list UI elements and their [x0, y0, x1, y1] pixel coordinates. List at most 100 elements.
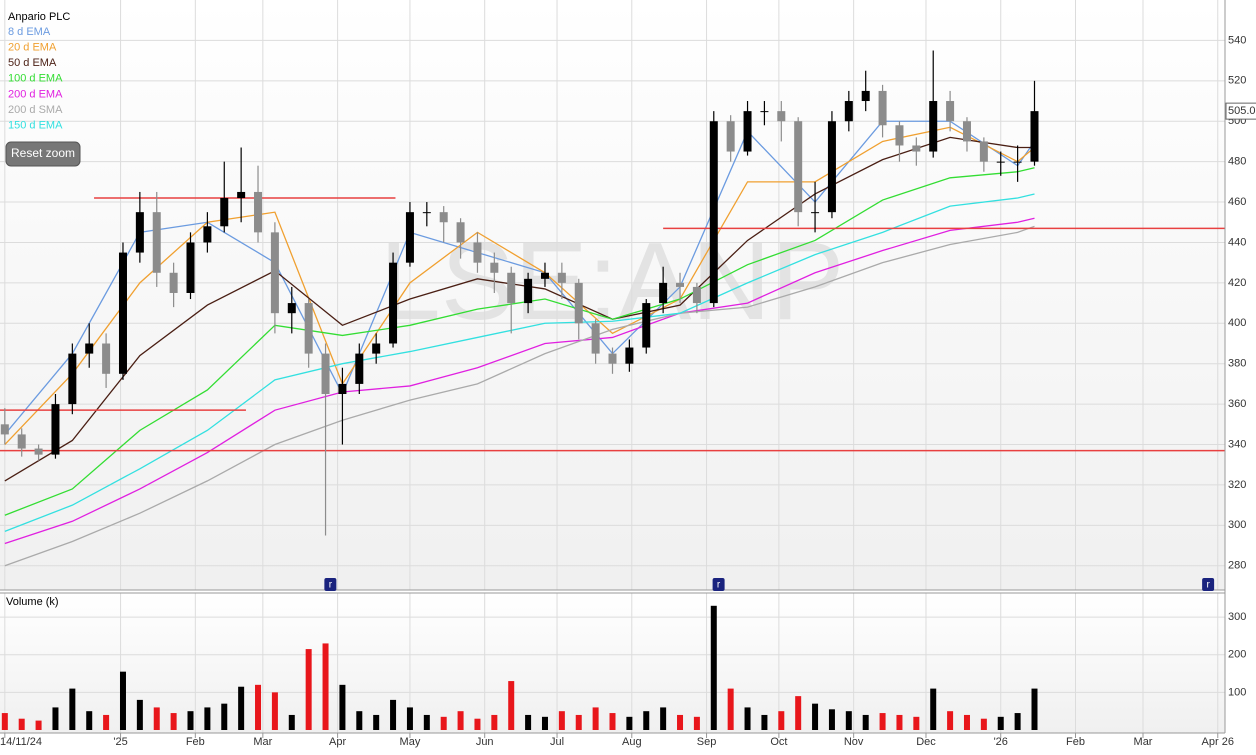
- candle-body: [946, 101, 955, 122]
- y-tick-label: 340: [1228, 438, 1246, 450]
- volume-bar: [508, 681, 515, 730]
- indicator-line: [4, 217, 1035, 545]
- x-tick-label: Oct: [770, 736, 787, 748]
- event-marker: [1202, 578, 1215, 591]
- candle-body: [338, 383, 347, 395]
- y-tick-label: 360: [1228, 398, 1246, 410]
- candle-body: [389, 262, 398, 344]
- volume-bar: [18, 718, 25, 730]
- candle-body: [574, 282, 583, 324]
- candle-body: [304, 303, 313, 354]
- chart-title: Anpario PLC: [8, 11, 70, 23]
- x-tick-label: Apr: [329, 736, 346, 748]
- y-tick-label: 460: [1228, 196, 1246, 208]
- volume-bar: [491, 714, 498, 730]
- candle-body: [355, 353, 364, 384]
- candle-body: [709, 121, 718, 304]
- legend-entry: 20 d EMA: [8, 42, 57, 54]
- volume-bar: [204, 707, 211, 730]
- event-marker: [324, 578, 337, 591]
- event-marker-label: r: [717, 580, 721, 591]
- candle-body: [507, 272, 516, 304]
- volume-bar: [862, 714, 869, 730]
- y-tick-label: 300: [1228, 611, 1246, 623]
- volume-bar: [660, 707, 667, 730]
- y-tick-label: 400: [1228, 317, 1246, 329]
- button-label[interactable]: Reset zoom: [11, 146, 75, 160]
- candle-body: [642, 303, 651, 348]
- volume-bar: [187, 711, 194, 730]
- candle-body: [102, 343, 111, 374]
- candle-body: [557, 272, 566, 283]
- reset-zoom-button[interactable]: Reset zoom: [5, 141, 81, 167]
- candle-body: [794, 121, 803, 213]
- candle-body: [270, 232, 279, 314]
- candle-body: [321, 353, 330, 395]
- candle-body: [777, 111, 786, 122]
- y-tick-label: 200: [1228, 649, 1246, 661]
- x-tick-label: Nov: [844, 736, 864, 748]
- volume-bar: [525, 714, 532, 730]
- candle-body: [254, 191, 263, 233]
- candle-body: [929, 101, 938, 152]
- candle-body: [0, 424, 9, 435]
- x-tick-label: Mar: [1134, 736, 1153, 748]
- last-price-box: [1225, 102, 1256, 120]
- volume-bar: [356, 711, 363, 730]
- candle-body: [540, 272, 549, 279]
- y-tick-label: 380: [1228, 358, 1246, 370]
- volume-bar: [761, 714, 768, 730]
- volume-panel: [0, 593, 1225, 733]
- candle-body: [692, 286, 701, 304]
- volume-bar: [845, 711, 852, 730]
- legend-entry: 200 d EMA: [8, 88, 63, 100]
- button-bg[interactable]: [5, 141, 81, 167]
- volume-bar: [271, 692, 278, 730]
- volume-bar: [541, 716, 548, 730]
- candle-body: [962, 121, 971, 142]
- volume-bar: [693, 716, 700, 730]
- x-tick-label: Apr 26: [1202, 736, 1234, 748]
- candle-body: [220, 198, 229, 227]
- volume-bar: [558, 711, 565, 730]
- candle-body: [676, 282, 685, 287]
- volume-bar: [103, 714, 110, 730]
- volume-bar: [390, 699, 397, 730]
- y-tick-label: 420: [1228, 277, 1246, 289]
- candle-body: [85, 343, 94, 354]
- volume-bar: [440, 716, 447, 730]
- indicator-line: [4, 167, 1035, 516]
- candle-body: [169, 272, 178, 293]
- candle-body: [659, 282, 668, 304]
- volume-bar: [896, 714, 903, 730]
- legend-entry: 200 d SMA: [8, 104, 63, 116]
- candle-body: [827, 121, 836, 213]
- candle-body: [861, 90, 870, 102]
- y-tick-label: 480: [1228, 156, 1246, 168]
- volume-bar: [238, 686, 245, 730]
- candle-body: [68, 353, 77, 405]
- volume-bar: [997, 716, 1004, 730]
- legend-entry: 100 d EMA: [8, 73, 63, 85]
- volume-bar: [1, 713, 8, 730]
- event-marker: [712, 578, 725, 591]
- y-tick-label: 520: [1228, 75, 1246, 87]
- candle-body: [760, 111, 769, 113]
- volume-bar: [406, 707, 413, 730]
- volume-bar: [35, 720, 42, 730]
- volume-bar: [575, 714, 582, 730]
- candle-body: [524, 278, 533, 304]
- candle-body: [811, 212, 820, 214]
- volume-bar: [913, 716, 920, 730]
- x-tick-label: Jun: [476, 736, 494, 748]
- candle-body: [912, 145, 921, 152]
- candle-body: [422, 212, 431, 214]
- volume-bar: [592, 707, 599, 730]
- candle-body: [473, 242, 482, 263]
- volume-bar: [626, 716, 633, 730]
- volume-bar: [795, 696, 802, 730]
- volume-bar: [322, 643, 329, 730]
- candle-body: [51, 404, 60, 455]
- volume-bar: [812, 703, 819, 730]
